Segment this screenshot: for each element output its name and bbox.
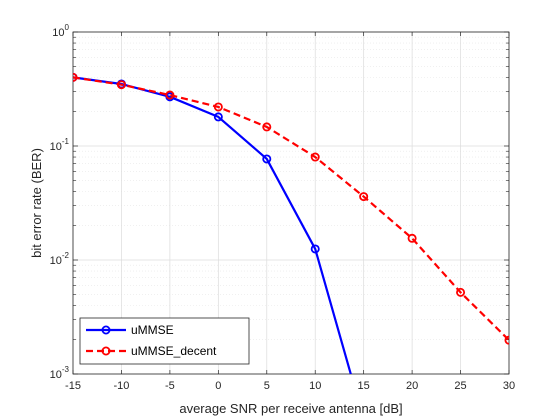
data-point [504,335,509,345]
y-tick-label: 100 [52,23,69,39]
y-tick-label: 10-2 [50,251,70,267]
data-point [456,287,466,297]
series-line [73,76,509,341]
x-tick-label: 5 [264,380,270,392]
plot-frame [72,31,510,375]
legend-swatch-marker [101,325,111,335]
x-tick-label: 15 [358,380,370,392]
x-tick-label: -10 [113,380,129,392]
data-point [213,112,223,122]
data-point [407,233,417,243]
x-tick-label: 10 [309,380,321,392]
series-2 [73,72,509,345]
legend-swatch-marker [101,346,111,356]
x-tick-label: 0 [215,380,221,392]
legend-label: uMMSE [131,323,174,337]
data-point [360,416,367,420]
data-point [73,72,78,82]
y-axis-label: bit error rate (BER) [29,148,44,258]
legend-label: uMMSE_decent [131,344,217,358]
x-axis-label: average SNR per receive antenna [dB] [179,401,402,416]
grid [72,31,510,375]
data-point [262,122,272,132]
data-point [116,80,126,90]
x-tick-label: 30 [503,380,515,392]
series-layer [73,72,509,420]
x-tick-label: -5 [165,380,175,392]
axis-ticks: -15 -10 -5 0 5 10 15 20 25 30 10-3 10-2 10-1 100 [50,23,516,392]
x-tick-label: 20 [406,380,418,392]
y-tick-label: 10-3 [50,365,70,381]
data-point [165,90,175,100]
legend-box [79,317,250,365]
y-tick-label: 10-1 [50,137,70,153]
x-tick-label: 25 [454,380,466,392]
data-point [262,154,272,164]
legend: uMMSE uMMSE_decent [79,317,250,365]
data-point [310,244,320,254]
x-tick-label: -15 [65,380,81,392]
data-point [359,192,369,202]
data-point [213,102,223,112]
data-point [310,152,320,162]
